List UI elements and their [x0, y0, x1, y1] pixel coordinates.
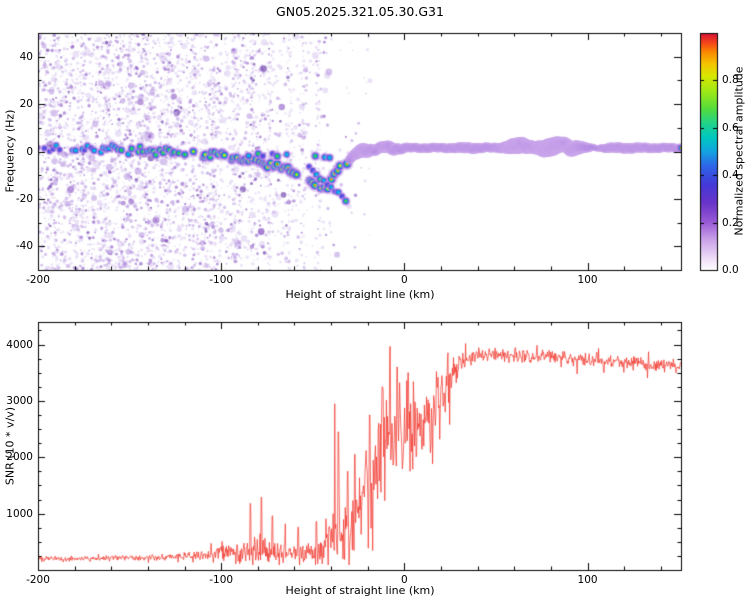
spectrogram-y-tick-label: -40 — [15, 240, 33, 253]
colorbar-tick-label: 0.6 — [722, 121, 739, 134]
spectrogram-x-axis-label: Height of straight line (km) — [285, 288, 435, 301]
snr-x-axis-label: Height of straight line (km) — [285, 584, 435, 597]
spectrogram-y-tick-label: 40 — [19, 50, 33, 63]
snr-y-tick-label: 4000 — [6, 338, 33, 351]
snr-y-axis-label: SNR (10 * v/v) — [3, 406, 17, 486]
spectrogram-y-tick-label: -20 — [15, 192, 33, 205]
colorbar-label: Normalized spectral amplitude — [732, 66, 746, 236]
snr-x-tick-label: -200 — [26, 574, 50, 586]
spectrogram-x-tick-label: 100 — [577, 274, 598, 286]
snr-y-tick-label: 3000 — [6, 394, 33, 407]
spectrogram-x-tick-label: -200 — [26, 274, 50, 286]
snr-x-tick-label: 100 — [577, 574, 598, 586]
figure-title: GN05.2025.321.05.30.G31 — [276, 4, 444, 19]
spectrogram-y-tick-label: 0 — [26, 145, 33, 158]
colorbar-tick-label: 0.8 — [722, 74, 739, 87]
colorbar-tick-label: 0.2 — [722, 216, 739, 229]
colorbar-tick-label: 0.4 — [722, 169, 739, 182]
spectrogram-x-tick-label: -100 — [209, 274, 234, 286]
snr-x-tick-label: -100 — [209, 574, 234, 586]
spectrogram-y-tick-label: 20 — [19, 98, 33, 111]
snr-panel — [0, 300, 750, 600]
spectrogram-x-tick-label: 0 — [401, 274, 408, 286]
spectrogram-panel — [0, 0, 750, 300]
colorbar-tick-label: 0.0 — [722, 264, 739, 276]
snr-y-tick-label: 1000 — [6, 507, 33, 520]
snr-y-tick-label: 2000 — [6, 451, 33, 464]
spectrogram-y-axis-label: Frequency (Hz) — [3, 109, 17, 193]
snr-x-tick-label: 0 — [401, 574, 408, 586]
